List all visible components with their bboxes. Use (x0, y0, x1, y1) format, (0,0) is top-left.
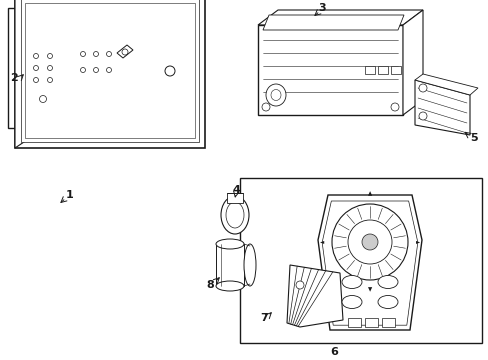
Text: 3: 3 (318, 3, 325, 13)
Circle shape (40, 95, 46, 103)
Polygon shape (15, 0, 204, 148)
Bar (8, 8, 142, 128)
Text: 7: 7 (260, 313, 267, 323)
Circle shape (34, 77, 39, 82)
Polygon shape (21, 0, 199, 142)
Circle shape (81, 68, 85, 72)
Text: 1: 1 (66, 190, 74, 200)
Ellipse shape (244, 244, 256, 286)
Text: 8: 8 (206, 280, 213, 290)
Polygon shape (15, 0, 33, 148)
Polygon shape (75, 38, 127, 46)
Circle shape (122, 49, 128, 55)
Polygon shape (402, 10, 422, 115)
Ellipse shape (221, 196, 248, 234)
Ellipse shape (216, 281, 244, 291)
Circle shape (34, 54, 39, 59)
Circle shape (331, 204, 407, 280)
Bar (364, 318, 377, 327)
Polygon shape (25, 3, 195, 138)
Circle shape (295, 281, 304, 289)
Circle shape (418, 84, 426, 92)
Circle shape (390, 103, 398, 111)
Text: ▼: ▼ (367, 288, 371, 292)
Bar (364, 66, 374, 74)
Circle shape (262, 103, 269, 111)
Polygon shape (286, 265, 342, 327)
Polygon shape (36, 93, 50, 106)
Polygon shape (414, 74, 477, 95)
Circle shape (361, 234, 377, 250)
Bar (226, 193, 243, 203)
Ellipse shape (225, 202, 244, 228)
Polygon shape (75, 46, 117, 86)
Ellipse shape (216, 239, 244, 249)
Ellipse shape (377, 296, 397, 309)
Circle shape (93, 51, 98, 57)
Ellipse shape (341, 275, 361, 288)
Ellipse shape (265, 84, 285, 106)
Text: ▲: ▲ (367, 192, 371, 197)
Polygon shape (258, 25, 402, 115)
Ellipse shape (270, 90, 281, 100)
Polygon shape (28, 48, 58, 93)
Circle shape (34, 66, 39, 71)
Polygon shape (58, 41, 66, 93)
Polygon shape (322, 201, 417, 325)
Ellipse shape (341, 296, 361, 309)
Bar (216, 244, 244, 286)
Circle shape (164, 66, 175, 76)
Polygon shape (28, 41, 66, 48)
Text: 6: 6 (329, 347, 337, 357)
Polygon shape (263, 15, 403, 30)
Circle shape (106, 68, 111, 72)
Circle shape (47, 77, 52, 82)
Circle shape (418, 112, 426, 120)
Text: ◄: ◄ (319, 239, 324, 244)
Circle shape (47, 54, 52, 59)
Polygon shape (414, 80, 469, 135)
Text: 2: 2 (10, 73, 18, 83)
Circle shape (106, 51, 111, 57)
Bar (377, 66, 387, 74)
Bar (390, 66, 400, 74)
Circle shape (47, 66, 52, 71)
Bar (347, 318, 360, 327)
Polygon shape (317, 195, 421, 330)
Polygon shape (117, 38, 127, 86)
Circle shape (81, 51, 85, 57)
Ellipse shape (377, 275, 397, 288)
Text: 5: 5 (469, 133, 477, 143)
Bar (240, 178, 481, 343)
Circle shape (347, 220, 391, 264)
Polygon shape (117, 45, 133, 58)
Bar (381, 318, 394, 327)
Polygon shape (258, 10, 422, 25)
Text: 4: 4 (232, 185, 240, 195)
Text: ►: ► (415, 239, 419, 244)
Circle shape (93, 68, 98, 72)
